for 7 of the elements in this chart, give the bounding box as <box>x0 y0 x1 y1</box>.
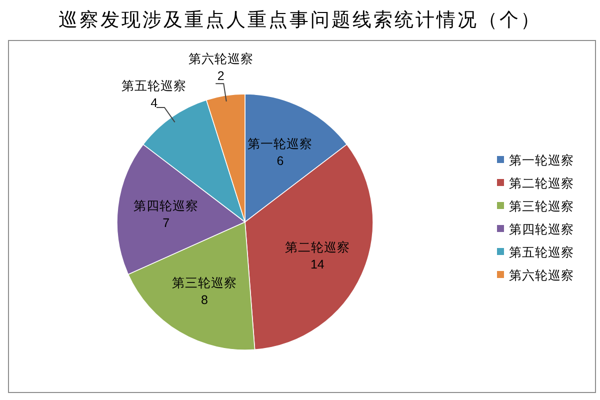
legend-label: 第四轮巡察 <box>509 222 574 236</box>
legend-label: 第三轮巡察 <box>509 198 574 214</box>
legend-label: 第六轮巡察 <box>509 268 574 282</box>
chart-title: 巡察发现涉及重点人重点事问题线索统计情况（个） <box>58 9 542 31</box>
legend-label: 第二轮巡察 <box>509 176 574 190</box>
legend-label: 第五轮巡察 <box>509 244 574 260</box>
legend-label: 第一轮巡察 <box>509 152 574 168</box>
